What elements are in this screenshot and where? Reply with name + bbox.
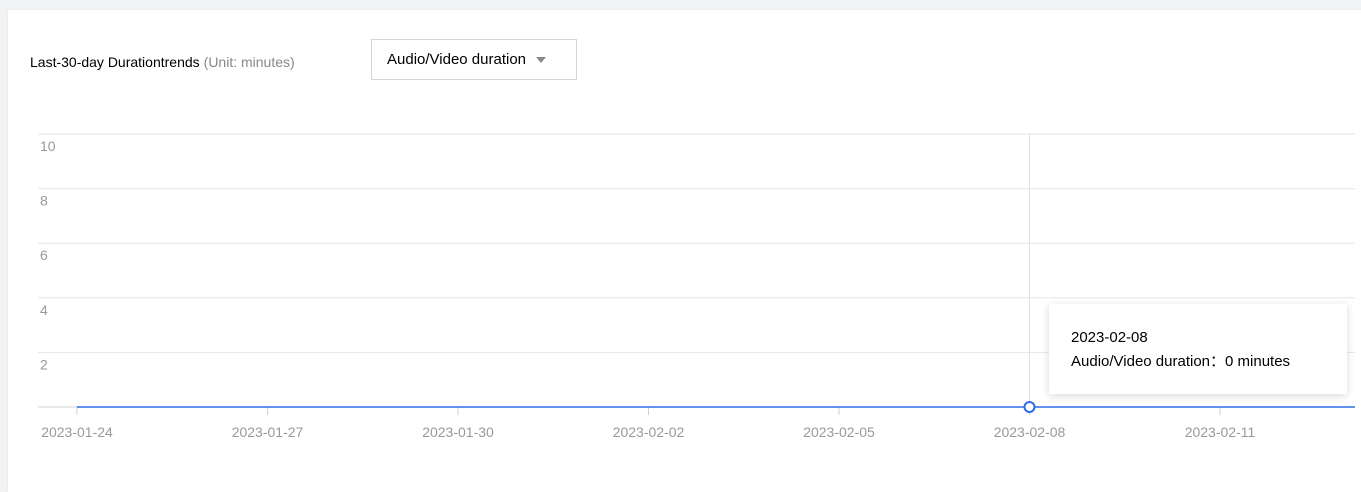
y-tick-label-4: 4: [40, 302, 48, 318]
x-tick-labels: 2023-01-24 2023-01-27 2023-01-30 2023-02-02…: [41, 407, 1255, 440]
y-tick-label-2: 2: [40, 356, 48, 372]
chart-title: Last-30-day Durationtrends: [30, 53, 200, 70]
y-tick-labels: 2 4 6 8 10: [40, 138, 56, 372]
series-point-2023-02-08: [1023, 401, 1036, 413]
y-tick-label-8: 8: [40, 193, 48, 209]
chart-tooltip: 2023-02-08 Audio/Video duration：0 minute…: [1049, 304, 1347, 394]
tooltip-row: Audio/Video duration：0 minutes: [1071, 350, 1347, 374]
x-tick-label-2023-01-30: 2023-01-30: [422, 424, 494, 440]
chart-header: Last-30-day Durationtrends (Unit: minute…: [30, 40, 295, 83]
caret-down-icon: [536, 56, 546, 63]
x-tick-label-2023-02-08: 2023-02-08: [994, 424, 1066, 440]
y-tick-label-10: 10: [40, 138, 56, 154]
x-tick-label-2023-01-24: 2023-01-24: [41, 424, 113, 440]
unit-label: (Unit: minutes): [203, 53, 295, 70]
tooltip-date: 2023-02-08: [1071, 329, 1148, 346]
metric-select-value: Audio/Video duration: [387, 51, 526, 68]
x-tick-label-2023-02-02: 2023-02-02: [613, 424, 685, 440]
chart-card: [8, 10, 1361, 492]
tooltip-value: 0 minutes: [1225, 353, 1291, 370]
x-tick-label-2023-02-05: 2023-02-05: [803, 424, 875, 440]
series-points: [1023, 401, 1036, 413]
tooltip-series-label: Audio/Video duration: [1071, 353, 1210, 370]
y-tick-label-6: 6: [40, 247, 48, 263]
x-tick-label-2023-02-11: 2023-02-11: [1185, 424, 1256, 440]
metric-select[interactable]: Audio/Video duration: [371, 39, 577, 80]
x-tick-label-2023-01-27: 2023-01-27: [232, 424, 304, 440]
tooltip-separator: ：: [1210, 353, 1226, 370]
